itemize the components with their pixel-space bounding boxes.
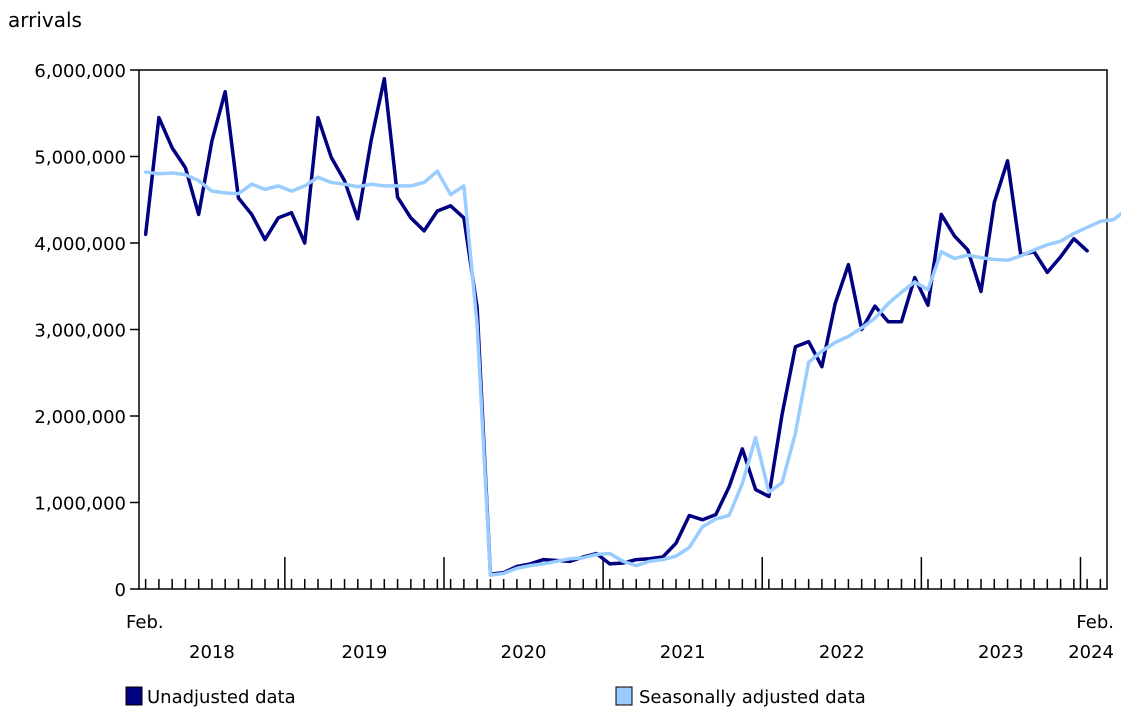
legend-label-seasonally-adjusted: Seasonally adjusted data	[639, 687, 866, 708]
legend-swatch-unadjusted	[125, 686, 143, 706]
legend-swatch-seasonally-adjusted	[615, 686, 633, 706]
y-tick-label: 2,000,000	[34, 407, 126, 428]
plot-frame	[138, 69, 1108, 590]
series-seasonally-adjusted-line	[143, 169, 1121, 577]
y-axis-label: arrivals	[8, 8, 82, 32]
x-year-label: 2022	[819, 642, 865, 663]
x-year-label: 2021	[660, 642, 706, 663]
legend: Unadjusted data Seasonally adjusted data	[125, 686, 866, 708]
y-tick-label: 6,000,000	[34, 61, 126, 82]
y-tick-label: 0	[115, 580, 126, 601]
x-month-label: Feb.	[126, 612, 164, 633]
series-lines	[143, 76, 1121, 577]
y-axis: 0 1,000,000 2,000,000 3,000,000 4,000,000 5,0…	[34, 61, 139, 601]
x-axis: Feb. Feb. 2018 2019 2020 2021 2022 2023 2024	[126, 557, 1114, 663]
y-tick-label: 5,000,000	[34, 148, 126, 169]
y-tick-label: 1,000,000	[34, 494, 126, 515]
y-tick-label: 4,000,000	[34, 234, 126, 255]
x-year-label: 2023	[978, 642, 1024, 663]
x-year-label: 2020	[501, 642, 547, 663]
x-year-label: 2018	[189, 642, 235, 663]
y-tick-label: 3,000,000	[34, 321, 126, 342]
x-month-label: Feb.	[1076, 612, 1114, 633]
x-year-label: 2024	[1068, 642, 1114, 663]
legend-label-unadjusted: Unadjusted data	[147, 687, 296, 708]
x-year-label: 2019	[342, 642, 388, 663]
series-unadjusted-line	[143, 76, 1089, 577]
